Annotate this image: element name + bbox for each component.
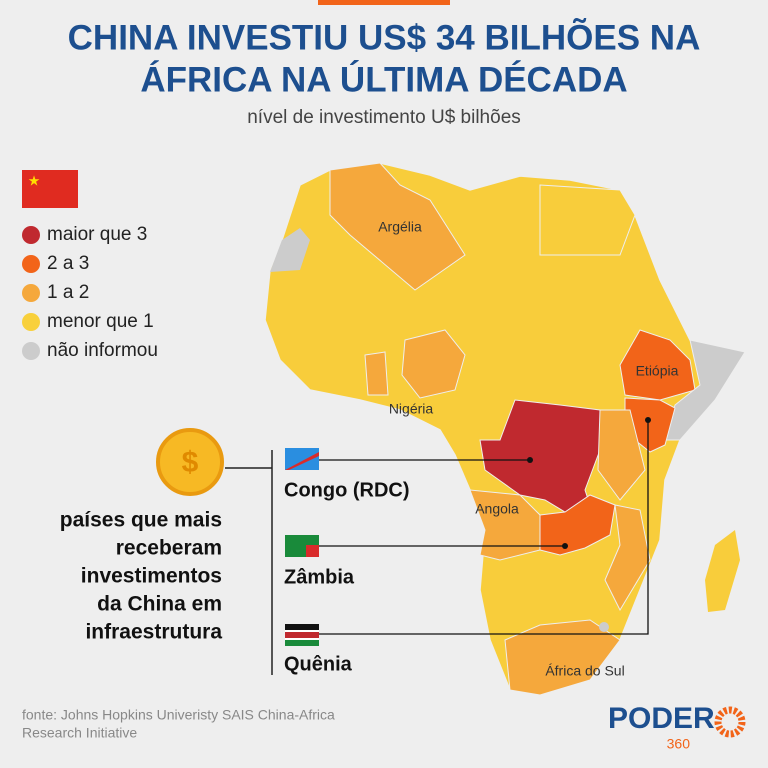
angola: [469, 489, 541, 561]
algeria: [329, 162, 466, 291]
callout-line: receberam: [116, 537, 222, 560]
south-africa: [504, 619, 621, 696]
country-name: Quênia: [284, 653, 353, 675]
callout-line: da China em: [97, 593, 222, 616]
egypt: [539, 184, 636, 256]
pointer-dot: [562, 543, 568, 549]
mozambique: [604, 504, 651, 612]
china-flag: ★: [22, 170, 78, 208]
pointer: [319, 420, 649, 635]
legend-label: 1 a 2: [47, 282, 89, 303]
madagascar: [705, 530, 740, 612]
logo-number: 360: [667, 736, 691, 752]
drc-flag: [285, 448, 319, 470]
kenya-flag: [285, 624, 319, 646]
callout: países que mais receberam investimentos da …: [60, 479, 410, 675]
country-name: Congo (RDC): [284, 479, 410, 501]
legend-swatch: [22, 284, 40, 302]
map-label: Angola: [475, 501, 519, 517]
map-label: África do Sul: [545, 663, 624, 679]
logo-name: PODER: [608, 702, 715, 735]
source: Research Initiative: [22, 725, 137, 741]
coin-symbol: $: [182, 446, 199, 479]
map: [264, 162, 747, 696]
title: ÁFRICA NA ÚLTIMA DÉCADA: [140, 59, 627, 99]
zambia-flag: [285, 535, 319, 557]
source: fonte: Johns Hopkins Univeristy SAIS Chi…: [22, 707, 335, 723]
western-sahara: [270, 228, 310, 272]
callout-line: países que mais: [60, 509, 222, 532]
legend-label: 2 a 3: [47, 253, 89, 274]
legend-label: não informou: [47, 340, 158, 361]
legend-swatch: [22, 226, 40, 244]
coin: [156, 428, 224, 496]
map-label: Nigéria: [389, 401, 434, 417]
legend-swatch: [22, 342, 40, 360]
legend: maior que 3 2 a 3 1 a 2 menor que 1 não info…: [22, 224, 158, 361]
svg-text:★: ★: [28, 173, 41, 189]
zambia: [539, 494, 616, 556]
somalia: [664, 339, 746, 441]
country-name: Zâmbia: [284, 566, 355, 588]
legend-label: menor que 1: [47, 311, 154, 332]
pointer-dot: [527, 457, 533, 463]
lesotho: [599, 622, 609, 632]
map-label: Argélia: [378, 219, 422, 235]
legend-swatch: [22, 313, 40, 331]
callout-line: investimentos: [81, 565, 222, 588]
subtitle: nível de investimento U$ bilhões: [247, 107, 521, 128]
top-bar: [318, 0, 450, 5]
nigeria: [401, 329, 466, 399]
tanzania: [597, 409, 646, 501]
legend-label: maior que 3: [47, 224, 147, 245]
pointer-dot: [645, 417, 651, 423]
ghana: [364, 351, 389, 396]
map-label: Etiópia: [636, 363, 679, 379]
ethiopia: [619, 329, 696, 401]
legend-swatch: [22, 255, 40, 273]
title: CHINA INVESTIU US$ 34 BILHÕES NA: [68, 17, 701, 57]
callout-line: infraestrutura: [85, 621, 222, 644]
logo-sun: [714, 706, 746, 738]
